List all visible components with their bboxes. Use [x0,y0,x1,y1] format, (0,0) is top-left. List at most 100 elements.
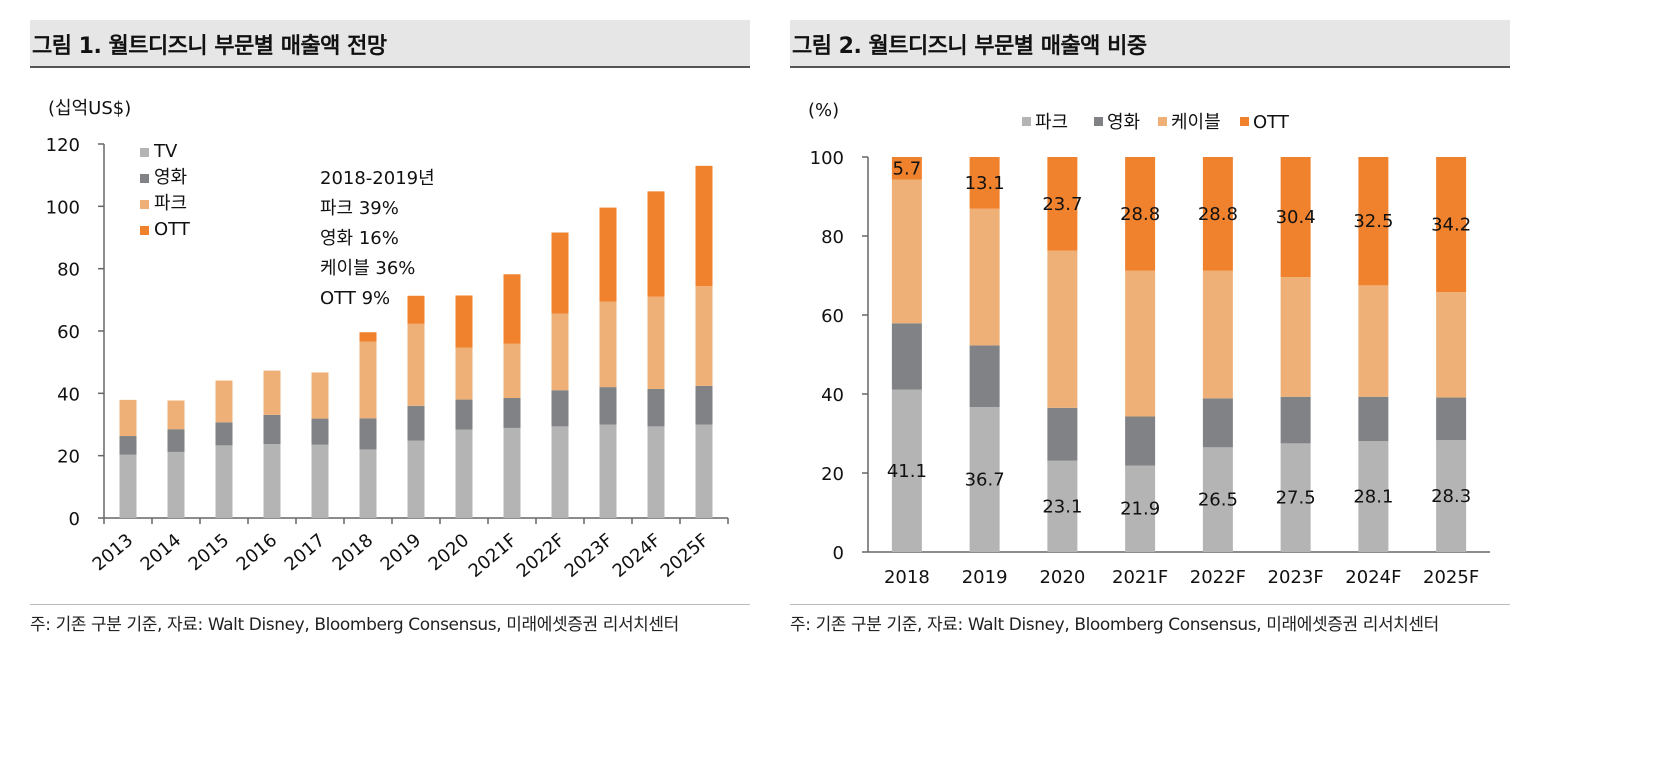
chart2-x-tick-label: 2023F [1268,567,1324,588]
chart1-bar-파크-2017 [311,372,329,419]
chart2-source-note: 주: 기존 구분 기준, 자료: Walt Disney, Bloomberg … [790,615,1439,635]
chart2-bar-파크-2022F [1202,447,1233,552]
chart1-bar-TV-2013 [119,454,137,518]
chart2-title-bar: 그림 2. 월트디즈니 부문별 매출액 비중 [790,20,1510,68]
chart1-bar-TV-2017 [311,444,329,518]
chart1-bar-TV-2018 [359,449,377,518]
chart1-x-tick-label: 2016 [233,530,282,576]
chart2-source-divider [790,604,1510,605]
chart1-source-note: 주: 기존 구분 기준, 자료: Walt Disney, Bloomberg … [30,615,679,635]
chart1-bar-TV-2021F [503,427,521,518]
chart2-legend-swatch [1094,117,1103,126]
chart2-y-axis-title: (%) [808,100,839,121]
chart2-data-label-ott: 23.7 [1042,194,1082,215]
chart1-bar-TV-2024F [647,426,665,518]
chart2-y-tick-label: 40 [821,385,844,406]
chart2-svg: (%) 0 20 40 60 80 100 2018 41.1 5.7 2019 36.7 13.1 20… [808,100,1490,588]
chart2-bar-파크-2021F [1125,465,1156,552]
chart2-data-label-ott: 32.5 [1353,211,1393,232]
chart1-bar-파크-2019 [407,323,425,406]
chart2-bar-OTT-2020 [1047,157,1078,251]
chart1-bar-TV-2023F [599,424,617,518]
chart1-y-tick-label: 60 [57,322,80,343]
chart2-bar-케이블-2024F [1358,285,1389,397]
chart2-y-tick-label: 100 [810,148,844,169]
chart1-bar-OTT-2022F [551,232,569,314]
chart1-legend-label: OTT [154,219,191,240]
chart2-title: 그림 2. 월트디즈니 부문별 매출액 비중 [792,34,1147,59]
chart2-y-tick-label: 80 [821,227,844,248]
chart1-legend-swatch [140,200,149,209]
chart2-bar-케이블-2019 [969,208,1000,346]
chart2-legend-label: OTT [1253,112,1290,133]
chart2-bar-파크-2023F [1280,443,1311,552]
chart1-y-tick-label: 80 [57,260,80,281]
chart1-bar-OTT-2021F [503,274,521,344]
chart2-bar-케이블-2022F [1202,270,1233,399]
chart2-bar-OTT-2022F [1202,157,1233,271]
chart2-data-label-park: 28.1 [1353,487,1393,508]
chart2-data-label-park: 36.7 [965,470,1005,491]
chart2-bar-영화-2019 [969,345,1000,408]
chart2-bar-영화-2021F [1125,416,1156,466]
chart1-x-tick-label: 2021F [465,530,522,582]
chart2-x-tick-label: 2024F [1345,567,1401,588]
chart1-y-tick-label: 40 [57,384,80,405]
chart1-legend-swatch [140,226,149,235]
chart1-x-tick-label: 2024F [609,530,666,582]
chart2-bar-케이블-2018 [891,179,922,324]
chart1-bar-TV-2020 [455,429,473,518]
chart2-x-tick-label: 2021F [1112,567,1168,588]
chart1-bar-영화-2013 [119,436,137,455]
chart1-bar-영화-2024F [647,388,665,427]
chart2-y-tick-label: 0 [833,543,844,564]
chart2-y-tick-label: 60 [821,306,844,327]
chart1-bar-영화-2016 [263,414,281,445]
chart1-bar-OTT-2018 [359,332,377,342]
chart2-legend-label: 파크 [1035,112,1068,133]
chart2-bar-케이블-2020 [1047,250,1078,408]
chart2-legend-swatch [1240,117,1249,126]
chart2-data-label-park: 28.3 [1431,486,1471,507]
chart1-bar-파크-2023F [599,301,617,388]
chart2-bar-파크-2018 [891,389,922,552]
chart1-legend-swatch [140,148,149,157]
chart2-data-label-park: 41.1 [887,461,927,482]
chart1-title-bar: 그림 1. 월트디즈니 부문별 매출액 전망 [30,20,750,68]
chart2-data-label-park: 23.1 [1042,496,1082,517]
chart2-y-tick-label: 20 [821,464,844,485]
chart1-bar-파크-2018 [359,341,377,419]
chart1-title: 그림 1. 월트디즈니 부문별 매출액 전망 [32,34,387,59]
chart1-x-tick-label: 2017 [281,530,330,576]
chart1-bar-OTT-2025F [695,165,713,287]
chart1-legend-label: 영화 [154,167,187,188]
chart1-source-divider [30,604,750,605]
chart2-legend-swatch [1158,117,1167,126]
chart1-x-tick-label: 2023F [561,530,618,582]
chart2-bar-파크-2024F [1358,441,1389,552]
chart1-bar-TV-2022F [551,426,569,518]
chart1-y-tick-label: 20 [57,447,80,468]
chart2-bar-파크-2019 [969,407,1000,552]
chart1-legend-label: TV [153,141,178,162]
chart1-annotation-line: 케이블 36% [320,258,415,279]
chart1-bar-OTT-2024F [647,191,665,297]
chart2-data-label-ott: 30.4 [1276,207,1316,228]
chart1-annotation-line: 파크 39% [320,198,399,219]
chart1-bar-파크-2025F [695,286,713,386]
chart1-bar-TV-2019 [407,440,425,518]
chart2-bar-OTT-2019 [969,157,1000,209]
chart2-bar-케이블-2025F [1436,292,1467,398]
chart1-y-tick-label: 100 [46,197,80,218]
chart2-data-label-ott: 28.8 [1120,204,1160,225]
chart1-bar-TV-2016 [263,444,281,518]
chart1-bar-TV-2015 [215,445,233,518]
chart2-x-tick-label: 2020 [1039,567,1085,588]
chart1-bar-파크-2013 [119,399,137,437]
chart2-bar-OTT-2021F [1125,157,1156,271]
chart1-bar-영화-2020 [455,399,473,430]
chart1-bar-영화-2018 [359,418,377,450]
chart2-data-label-ott: 13.1 [965,173,1005,194]
chart1-bar-파크-2020 [455,347,473,400]
